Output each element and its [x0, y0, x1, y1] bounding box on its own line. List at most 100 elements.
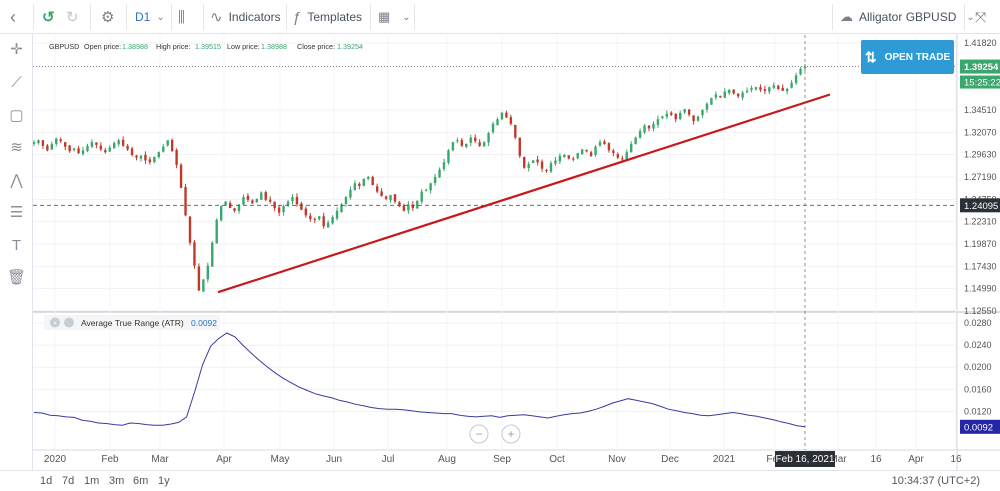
candle-body [59, 139, 62, 142]
candle-body [121, 139, 125, 146]
candle [523, 156, 526, 169]
fullscreen-icon[interactable]: ⤧ [975, 8, 987, 25]
timeframe-1y[interactable]: 1y [158, 475, 170, 487]
instrument-label: Alligator GBPUSD [859, 10, 957, 24]
pattern-tool-icon[interactable]: ⋀ [10, 172, 23, 189]
candle-body [157, 152, 160, 158]
templates-button[interactable]: ƒ Templates [293, 0, 362, 34]
grid [33, 34, 1000, 470]
candle [549, 160, 553, 174]
candle-body [745, 90, 749, 93]
ohlc-legend: GBPUSD Open price: 1.38988 High price: 1.395… [49, 42, 363, 51]
timeframe-7d[interactable]: 7d [62, 475, 75, 487]
fibonacci-tool-icon[interactable]: ☰ [9, 204, 24, 221]
candle [723, 88, 726, 98]
candle [228, 200, 232, 209]
candle-body [545, 169, 548, 171]
text-tool-icon[interactable]: T [11, 237, 22, 254]
candle [206, 262, 210, 283]
atr-line [33, 332, 806, 428]
candle [215, 218, 218, 244]
candle [175, 148, 178, 169]
candle-body [442, 162, 446, 169]
instrument-select[interactable]: ☁ Alligator GBPUSD ⌄ [840, 0, 975, 34]
candle-body [572, 158, 575, 160]
templates-icon: ƒ [293, 8, 302, 26]
timeframe-1d[interactable]: 1d [40, 475, 53, 487]
candle [616, 152, 620, 160]
time-tick-label: Apr [908, 454, 924, 465]
candle-body [411, 204, 415, 209]
candle-body [607, 143, 611, 151]
legend-text: 1.39515 [195, 42, 221, 51]
candle-body [523, 156, 526, 168]
candle [763, 85, 767, 95]
redo-icon[interactable]: ↻ [66, 9, 79, 26]
candle [179, 163, 183, 189]
candle-body [260, 192, 263, 200]
candle [438, 167, 441, 178]
candle [768, 86, 771, 95]
candle [32, 140, 36, 146]
candle [380, 188, 383, 197]
candle-body [719, 95, 722, 98]
candle [55, 137, 58, 147]
time-tick-label: 2020 [44, 454, 67, 465]
candle-body [589, 152, 593, 156]
candle-body [197, 266, 201, 291]
candle [482, 141, 486, 147]
crosshair-icon[interactable]: ✛ [10, 41, 23, 58]
candle [331, 215, 334, 225]
trendline-tool-icon[interactable]: ⟋ [11, 74, 22, 91]
candle-body [117, 140, 120, 145]
candle-body [661, 116, 664, 119]
interval-select[interactable]: D1 ⌄ [135, 0, 165, 34]
candle-body [184, 187, 187, 216]
legend-text: 1.38988 [261, 42, 287, 51]
open-trade-button[interactable]: ⇅ OPEN TRADE [861, 40, 954, 74]
candle-body [679, 112, 682, 120]
timeframe-6m[interactable]: 6m [133, 475, 149, 487]
channel-tool-icon[interactable]: ≋ [10, 139, 23, 156]
candle-body [55, 138, 58, 144]
candle [304, 206, 308, 218]
calendar-button[interactable]: ▦ ⌄ [378, 0, 411, 34]
candle [251, 199, 254, 204]
candle-body [741, 92, 744, 98]
chart-type-candles-icon[interactable]: ⫼ [178, 8, 185, 26]
candle-body [251, 200, 254, 204]
timeframe-3m[interactable]: 3m [109, 475, 125, 487]
candle-body [420, 191, 423, 202]
crosshair-price-badge [960, 198, 1000, 213]
candle [750, 85, 753, 93]
candle-body [331, 217, 334, 224]
candle [340, 202, 343, 213]
candle [166, 140, 169, 147]
candle-body [380, 191, 383, 197]
candle-body [68, 145, 71, 152]
candle-body [309, 215, 312, 219]
rectangle-tool-icon[interactable]: ▢ [9, 107, 24, 124]
candle-body [603, 141, 606, 144]
candle [90, 139, 94, 149]
candle [790, 79, 793, 89]
candle [683, 108, 686, 115]
back-icon[interactable]: ‹ [10, 6, 16, 27]
candle-body [113, 143, 116, 149]
candle-body [353, 183, 357, 190]
indicators-button[interactable]: ∿ Indicators [210, 0, 281, 34]
price-tick-label: 1.14990 [964, 284, 997, 294]
candle [656, 115, 660, 128]
settings-gear-icon[interactable]: ⚙ [101, 9, 115, 26]
crosshair-date-label: Feb 16, 2021 [776, 454, 835, 465]
candle [237, 204, 241, 214]
candle-body [407, 204, 410, 211]
undo-icon[interactable]: ↺ [42, 9, 55, 26]
candle-body [41, 140, 45, 146]
trash-icon[interactable]: 🗑 [6, 269, 27, 286]
timeframe-1m[interactable]: 1m [84, 475, 100, 487]
candle [777, 84, 780, 91]
candle [785, 87, 789, 95]
time-tick-label: Aug [438, 454, 456, 465]
